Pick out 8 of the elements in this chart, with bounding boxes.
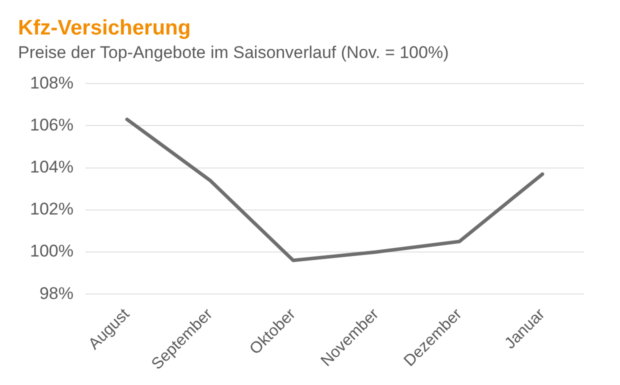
- chart-subtitle: Preise der Top-Angebote im Saisonverlauf (Nov. = 100%): [18, 43, 449, 62]
- chart-title: Kfz-Versicherung: [18, 16, 191, 40]
- y-tick-label: 106%: [30, 115, 74, 134]
- y-tick-label: 100%: [30, 242, 74, 261]
- y-tick-label: 102%: [30, 200, 74, 219]
- y-tick-label: 104%: [30, 157, 74, 176]
- y-tick-label: 98%: [39, 284, 74, 303]
- y-tick-label: 108%: [30, 73, 74, 92]
